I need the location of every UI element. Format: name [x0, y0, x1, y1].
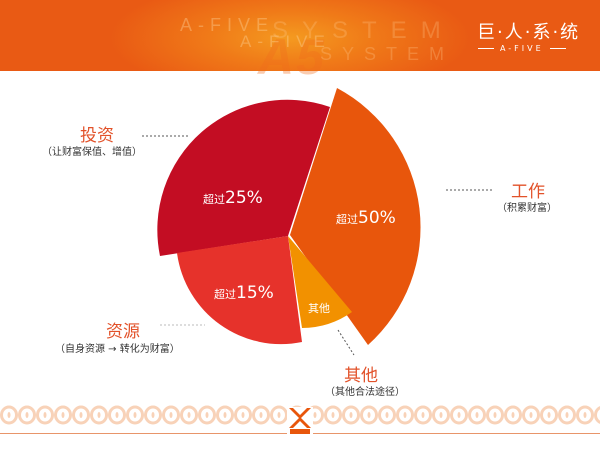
callout-investment-title: 投资 — [80, 126, 114, 146]
callout-other-desc: （其他合法途径） — [325, 387, 405, 398]
label-value: 25% — [225, 188, 263, 208]
label-prefix: 超过 — [203, 193, 225, 206]
watermark-text: SYSTEM — [272, 17, 455, 44]
callout-resources-title: 资源 — [106, 322, 140, 342]
slice-label-work: 超过50% — [336, 208, 396, 228]
divider — [478, 48, 494, 49]
slice-investment — [157, 99, 330, 257]
slice-label-other: 其他 — [308, 297, 330, 316]
watermark-logo: A5 — [258, 29, 326, 85]
callout-work-title: 工作 — [511, 182, 545, 202]
brand-subtitle-text: A-FIVE — [500, 44, 544, 53]
slice-label-resources: 超过15% — [214, 283, 274, 303]
leader-other — [337, 329, 355, 356]
label-prefix: 超过 — [336, 213, 358, 226]
slice-other — [288, 236, 352, 328]
watermark-text: A-FIVE — [240, 32, 331, 51]
watermark-text: A-FIVE — [180, 15, 275, 35]
label-value: 50% — [358, 208, 396, 228]
watermark-text: SYSTEM — [320, 44, 455, 64]
header-banner: A5 A-FIVE SYSTEM A-FIVE SYSTEM 巨·人·系·统 A… — [0, 0, 600, 85]
callout-resources-desc: （自身资源 → 转化为财富） — [55, 344, 180, 355]
label-prefix: 超过 — [214, 288, 236, 301]
callout-other-title: 其他 — [344, 366, 378, 386]
slice-label-investment: 超过25% — [203, 188, 263, 208]
brand-title: 巨·人·系·统 — [477, 22, 581, 43]
label-value: 其他 — [308, 302, 330, 315]
callout-investment-desc: （让财富保值、增值） — [42, 147, 142, 158]
brand-subtitle: A-FIVE — [478, 44, 566, 53]
label-value: 15% — [236, 283, 274, 303]
divider — [549, 48, 566, 49]
slice-resources — [177, 236, 302, 345]
a-five-logo-icon — [287, 407, 313, 435]
callout-work-desc: （积累财富） — [497, 203, 557, 214]
